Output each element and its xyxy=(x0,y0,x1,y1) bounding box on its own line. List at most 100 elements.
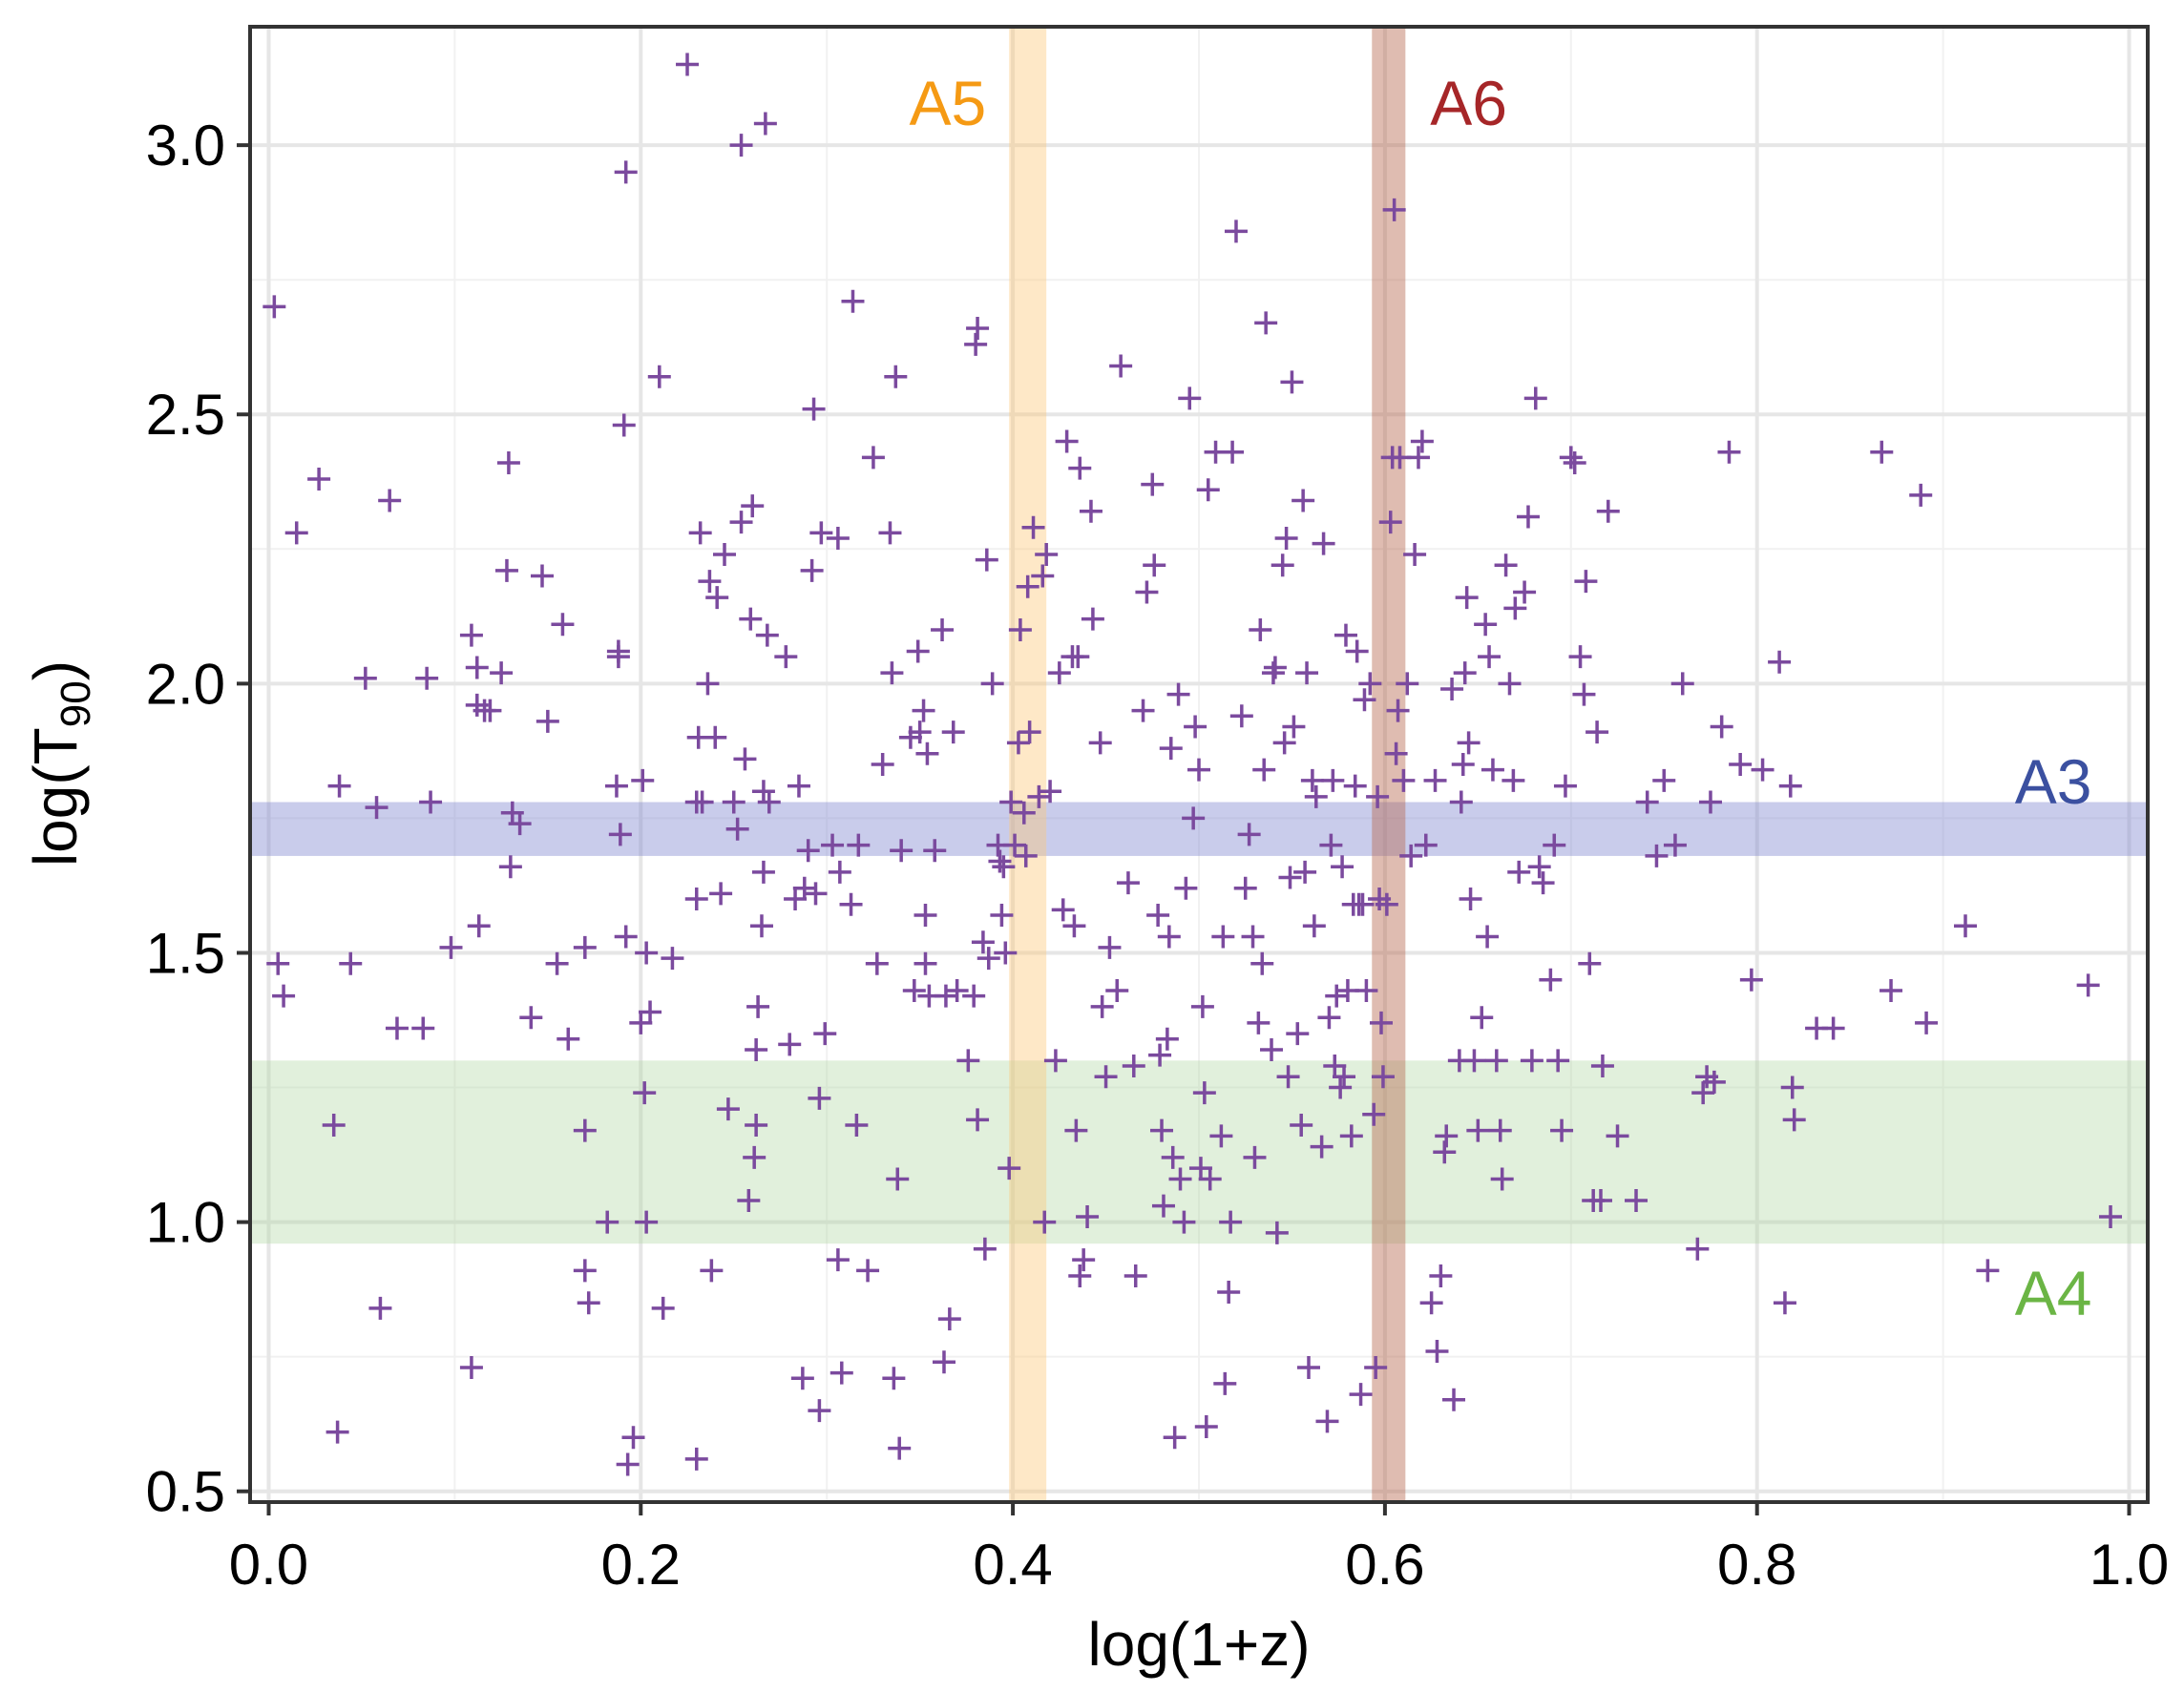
data-point xyxy=(1371,1065,1395,1089)
data-point xyxy=(368,1296,392,1320)
data-point xyxy=(992,855,1016,879)
data-point xyxy=(1333,1065,1356,1089)
data-point xyxy=(729,511,753,534)
data-point xyxy=(339,951,363,975)
data-point xyxy=(966,1108,990,1132)
data-point xyxy=(1503,596,1527,620)
data-point xyxy=(1290,1114,1313,1138)
data-point xyxy=(556,1027,580,1051)
data-point xyxy=(1217,1280,1241,1304)
data-point xyxy=(966,316,990,340)
data-point xyxy=(861,446,885,470)
data-point xyxy=(1249,617,1272,641)
data-point xyxy=(1260,1038,1284,1062)
data-point xyxy=(1295,661,1319,685)
data-point xyxy=(496,451,520,475)
data-point xyxy=(2076,973,2100,997)
data-point xyxy=(1076,1204,1100,1228)
data-point xyxy=(1778,774,1802,798)
data-point xyxy=(705,586,729,610)
data-point xyxy=(1353,688,1376,712)
data-point xyxy=(964,332,988,356)
data-point xyxy=(1334,623,1357,647)
data-point xyxy=(508,812,532,836)
data-point xyxy=(614,925,638,949)
data-point xyxy=(1507,860,1531,884)
y-axis-title-tail: ) xyxy=(21,660,90,680)
plot-border xyxy=(248,25,2150,1504)
data-point xyxy=(1272,731,1296,755)
data-point xyxy=(1250,951,1274,975)
data-point xyxy=(1403,542,1427,566)
data-point xyxy=(1068,456,1092,480)
data-point xyxy=(932,1350,956,1374)
data-point xyxy=(684,888,708,911)
data-point xyxy=(1546,1049,1570,1073)
data-point xyxy=(716,1097,740,1121)
data-point xyxy=(1457,731,1480,755)
data-point xyxy=(2099,1204,2123,1228)
data-point xyxy=(1150,1118,1174,1142)
data-point xyxy=(1263,656,1287,679)
data-point xyxy=(1455,586,1479,610)
data-point xyxy=(1241,925,1265,949)
data-point xyxy=(1686,1237,1710,1261)
data-point xyxy=(1116,871,1140,895)
major-gridlines xyxy=(250,27,2148,1502)
data-point xyxy=(1459,888,1482,911)
data-point xyxy=(1304,784,1328,808)
data-point xyxy=(733,747,757,771)
data-point xyxy=(1780,1076,1804,1099)
data-point xyxy=(882,1367,906,1390)
data-point xyxy=(606,645,630,669)
data-point xyxy=(1474,613,1498,637)
data-point xyxy=(1494,554,1518,577)
data-point xyxy=(1066,645,1090,669)
data-point xyxy=(1031,564,1055,588)
data-point xyxy=(1382,198,1406,221)
data-point xyxy=(353,666,377,690)
data-point xyxy=(1211,925,1235,949)
data-point xyxy=(1516,505,1540,529)
data-point xyxy=(1055,429,1079,453)
data-point xyxy=(914,951,937,975)
data-point xyxy=(1135,580,1159,604)
data-point xyxy=(1349,1383,1373,1407)
data-point xyxy=(941,721,965,744)
data-point xyxy=(746,994,770,1018)
data-point xyxy=(880,661,904,685)
data-point xyxy=(1194,1415,1218,1439)
data-point xyxy=(1278,866,1302,889)
data-point xyxy=(755,623,779,647)
data-point xyxy=(1520,1049,1544,1073)
data-point xyxy=(1124,1264,1147,1288)
data-point xyxy=(1079,499,1102,523)
data-point xyxy=(1821,1016,1845,1040)
data-point xyxy=(994,941,1018,965)
data-point xyxy=(778,1033,802,1056)
data-point xyxy=(1282,715,1306,739)
data-point xyxy=(1300,768,1324,792)
data-point xyxy=(1012,801,1036,825)
data-point xyxy=(612,413,636,437)
data-point xyxy=(1021,515,1045,539)
data-point xyxy=(709,882,733,906)
data-point xyxy=(1016,574,1040,598)
data-point xyxy=(1310,1135,1334,1159)
data-point xyxy=(745,1038,768,1062)
data-point xyxy=(856,1259,880,1283)
band-label-a5: A5 xyxy=(910,68,987,138)
data-point xyxy=(577,1291,600,1315)
data-point xyxy=(1462,1049,1486,1073)
data-point xyxy=(725,817,749,841)
data-point xyxy=(1209,1124,1233,1148)
data-point xyxy=(1670,672,1694,696)
data-point xyxy=(1143,554,1166,577)
data-point xyxy=(787,774,810,798)
data-point xyxy=(729,134,753,157)
data-point xyxy=(1543,833,1566,857)
data-point xyxy=(1484,1049,1508,1073)
data-point xyxy=(937,1307,961,1331)
data-point xyxy=(1192,1081,1216,1105)
